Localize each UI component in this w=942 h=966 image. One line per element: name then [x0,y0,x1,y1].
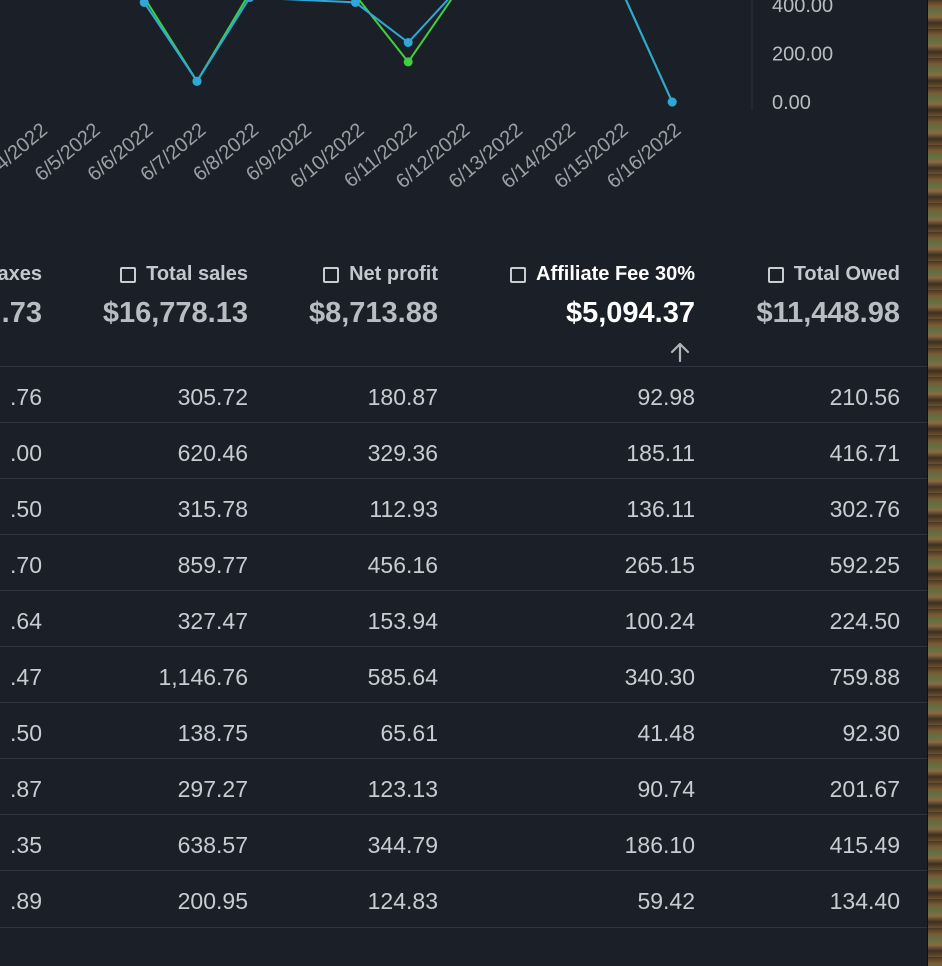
cell-total-sales: 1,146.76 [158,664,248,690]
total-owed-checkbox[interactable] [767,266,784,283]
cell-taxes: .50 [10,720,42,746]
cell-total-sales: 297.27 [177,776,248,802]
y-tick-label: 400.00 [772,0,833,17]
table-row[interactable]: .35 638.57 344.79 186.10 415.49 [0,814,928,871]
cell-affiliate-fee: 186.10 [624,832,695,858]
column-header-affiliate-fee[interactable]: Affiliate Fee 30% [510,263,695,286]
cell-net-profit: 329.36 [367,440,438,466]
cell-total-owed: 224.50 [829,608,900,634]
cell-net-profit: 112.93 [369,496,438,522]
cell-net-profit: 344.79 [367,832,438,858]
column-header-total-owed[interactable]: Total Owed [767,263,900,286]
column-total-total-owed: $11,448.98 [756,297,900,329]
net-profit-checkbox[interactable] [323,266,340,283]
cell-total-owed: 210.56 [829,384,900,410]
table-bottom-divider [0,927,928,928]
table-row[interactable]: .70 859.77 456.16 265.15 592.25 [0,534,928,591]
series-0-point[interactable] [139,0,149,7]
cell-total-sales: 315.78 [177,496,248,522]
column-label: Total sales [146,263,248,285]
cell-affiliate-fee: 100.24 [624,608,695,634]
series-0-point[interactable] [245,0,254,2]
table-row[interactable]: .47 1,146.76 585.64 340.30 759.88 [0,646,928,703]
column-header-net-profit[interactable]: Net profit [323,263,438,286]
cell-total-owed: 134.40 [829,888,900,914]
cell-total-owed: 592.25 [829,552,900,578]
cell-total-owed: 201.67 [829,776,900,802]
cell-taxes: .87 [10,776,42,802]
column-label: Net profit [349,263,438,285]
cell-affiliate-fee: 90.74 [637,776,695,802]
series-1-point[interactable] [403,57,413,67]
table-row[interactable]: .50 315.78 112.93 136.11 302.76 [0,478,928,535]
cell-affiliate-fee: 41.48 [637,720,695,746]
cell-total-sales: 620.46 [177,440,248,466]
cell-total-sales: 305.72 [177,384,248,410]
cell-total-sales: 638.57 [177,832,248,858]
cell-taxes: .70 [10,552,42,578]
cell-total-sales: 200.95 [177,888,248,914]
series-line-1 [144,0,674,103]
column-label: Total Owed [793,263,900,285]
cell-taxes: .00 [10,440,42,466]
total-sales-checkbox[interactable] [120,266,137,283]
table-row[interactable]: .89 200.95 124.83 59.42 134.40 [0,870,928,927]
cell-total-sales: 859.77 [177,552,248,578]
series-0-point[interactable] [350,0,360,7]
table-row[interactable]: .87 297.27 123.13 90.74 201.67 [0,758,928,815]
cell-total-sales: 138.75 [177,720,248,746]
y-tick-label: 0.00 [772,92,811,114]
sort-ascending-icon[interactable] [668,340,692,364]
cell-taxes: .35 [10,832,42,858]
column-total-affiliate-fee: $5,094.37 [565,297,695,329]
series-0-point[interactable] [667,97,677,107]
cell-total-owed: 92.30 [842,720,900,746]
cell-taxes: .64 [10,608,42,634]
desktop-wallpaper-edge [927,0,942,966]
table-row[interactable]: .50 138.75 65.61 41.48 92.30 [0,702,928,759]
cell-total-owed: 415.49 [829,832,900,858]
series-0-point[interactable] [192,76,202,86]
cell-net-profit: 180.87 [367,384,438,410]
cell-net-profit: 124.83 [367,888,438,914]
cell-total-owed: 416.71 [829,440,900,466]
column-total-total-sales: $16,778.13 [102,297,248,329]
cell-net-profit: 153.94 [367,608,438,634]
cell-taxes: .50 [10,496,42,522]
series-0-point[interactable] [403,38,413,47]
cell-affiliate-fee: 136.11 [626,496,695,522]
column-header-taxes[interactable]: axes [0,263,42,286]
cell-total-owed: 759.88 [829,664,900,690]
cell-taxes: .76 [10,384,42,410]
cell-taxes: .89 [10,888,42,914]
column-label: axes [0,263,42,285]
cell-taxes: .47 [10,664,42,690]
column-total-net-profit: $8,713.88 [308,297,438,329]
cell-affiliate-fee: 92.98 [637,384,695,410]
column-total-taxes: .73 [1,297,42,329]
table-row[interactable]: .64 327.47 153.94 100.24 224.50 [0,590,928,647]
table-row[interactable]: .00 620.46 329.36 185.11 416.71 [0,422,928,479]
y-tick-label: 200.00 [772,43,833,65]
cell-net-profit: 456.16 [367,552,438,578]
table-row[interactable]: .76 305.72 180.87 92.98 210.56 [0,366,928,423]
cell-affiliate-fee: 185.11 [626,440,695,466]
affiliate-fee-checkbox[interactable] [510,266,527,283]
cell-affiliate-fee: 265.15 [624,552,695,578]
column-label: Affiliate Fee 30% [536,263,695,285]
column-header-total-sales[interactable]: Total sales [120,263,248,286]
cell-total-owed: 302.76 [829,496,900,522]
cell-affiliate-fee: 59.42 [637,888,695,914]
cell-total-sales: 327.47 [177,608,248,634]
cell-net-profit: 123.13 [367,776,438,802]
cell-net-profit: 585.64 [367,664,438,690]
cell-net-profit: 65.61 [380,720,438,746]
series-line-0 [143,0,674,103]
cell-affiliate-fee: 340.30 [624,664,695,690]
